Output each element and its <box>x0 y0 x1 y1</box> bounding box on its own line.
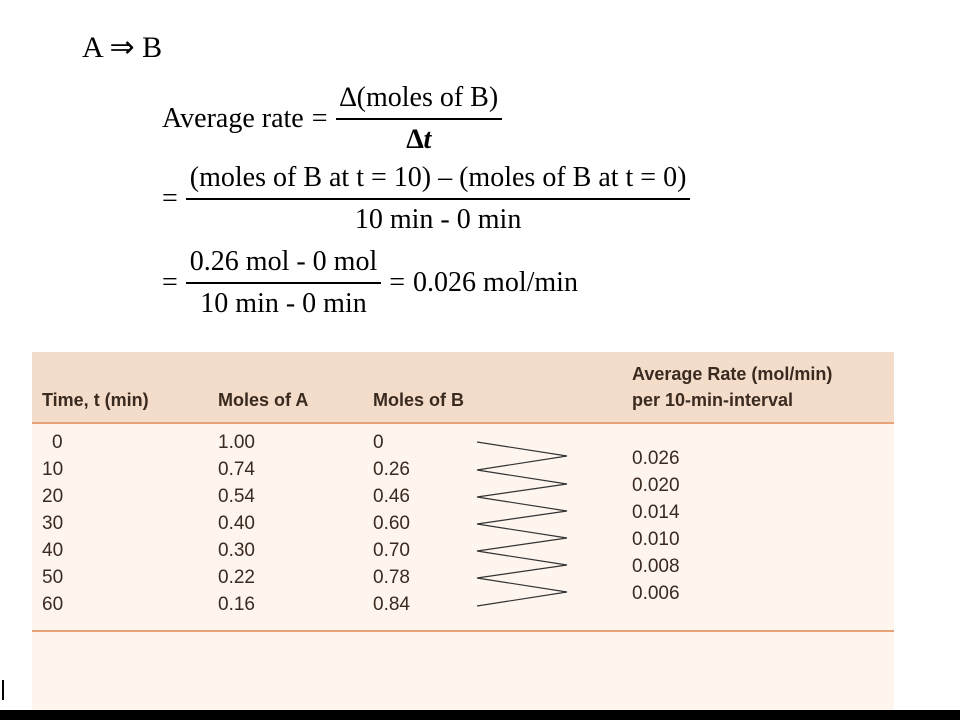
cell-moles-b: 0.46 <box>373 486 410 507</box>
cell-average-rate: 0.026 <box>632 448 680 469</box>
equals-sign: = <box>162 183 178 214</box>
header-moles-b: Moles of B <box>373 390 465 410</box>
substitution-fraction: (moles of B at t = 10) – (moles of B at … <box>185 162 691 236</box>
header-rate-interval: per 10-min-interval <box>632 390 794 410</box>
cell-moles-b: 0 <box>373 432 384 453</box>
cell-moles-b: 0.84 <box>373 594 410 615</box>
edge-mark <box>2 680 4 700</box>
table-header: Time, t (min) Moles of A Moles of B Aver… <box>32 352 894 424</box>
cell-time: 20 <box>42 486 64 507</box>
rate-fraction: ∆(moles of B) ∆t <box>335 82 503 156</box>
bottom-bar <box>0 710 960 720</box>
cell-average-rate: 0.014 <box>632 502 680 523</box>
substitution-numerator: (moles of B at t = 10) – (moles of B at … <box>185 162 691 200</box>
cell-average-rate: 0.020 <box>632 475 680 496</box>
data-table: Time, t (min) Moles of A Moles of B Aver… <box>32 352 894 710</box>
cell-moles-b: 0.70 <box>373 540 410 561</box>
cell-time: 10 <box>42 459 64 480</box>
cell-moles-a: 0.74 <box>218 459 255 480</box>
average-rate-definition: Average rate = ∆(moles of B) ∆t <box>162 82 503 156</box>
cell-average-rate: 0.010 <box>632 529 680 550</box>
cell-moles-b: 0.78 <box>373 567 410 588</box>
substitution-denominator: 10 min - 0 min <box>354 204 522 235</box>
cell-time: 30 <box>42 513 64 534</box>
cell-average-rate: 0.006 <box>632 583 680 604</box>
equals-sign: = <box>389 267 406 298</box>
cell-moles-b: 0.60 <box>373 513 410 534</box>
cell-moles-a: 0.22 <box>218 567 255 588</box>
header-time: Time, t (min) <box>42 390 149 410</box>
cell-moles-a: 0.54 <box>218 486 255 507</box>
result-denominator: 10 min - 0 min <box>200 288 367 319</box>
cell-time: 50 <box>42 567 64 588</box>
substitution-step: = (moles of B at t = 10) – (moles of B a… <box>162 162 691 236</box>
cell-moles-a: 0.40 <box>218 513 255 534</box>
header-moles-a: Moles of A <box>218 390 309 410</box>
cell-time: 60 <box>42 594 64 615</box>
equals-sign: = <box>311 103 328 134</box>
zigzag-connector <box>476 441 568 607</box>
result-value: 0.026 mol/min <box>413 267 578 298</box>
result-numerator: 0.26 mol - 0 mol <box>185 246 382 284</box>
cell-moles-a: 0.16 <box>218 594 255 615</box>
rate-denominator: ∆t <box>406 124 432 155</box>
header-rate: Average Rate (mol/min) <box>632 364 833 384</box>
cell-time: 0 <box>52 432 63 453</box>
table-bottom-rule <box>32 630 894 632</box>
cell-moles-a: 0.30 <box>218 540 255 561</box>
rate-numerator: ∆(moles of B) <box>335 82 503 120</box>
reaction-equation: A ⇒ B <box>82 31 163 64</box>
result-fraction: 0.26 mol - 0 mol 10 min - 0 min <box>185 246 382 320</box>
cell-moles-b: 0.26 <box>373 459 410 480</box>
average-rate-label: Average rate <box>162 103 304 134</box>
cell-moles-a: 1.00 <box>218 432 255 453</box>
result-step: = 0.26 mol - 0 mol 10 min - 0 min = 0.02… <box>162 246 578 320</box>
cell-time: 40 <box>42 540 64 561</box>
equals-sign: = <box>162 267 178 298</box>
cell-average-rate: 0.008 <box>632 556 680 577</box>
